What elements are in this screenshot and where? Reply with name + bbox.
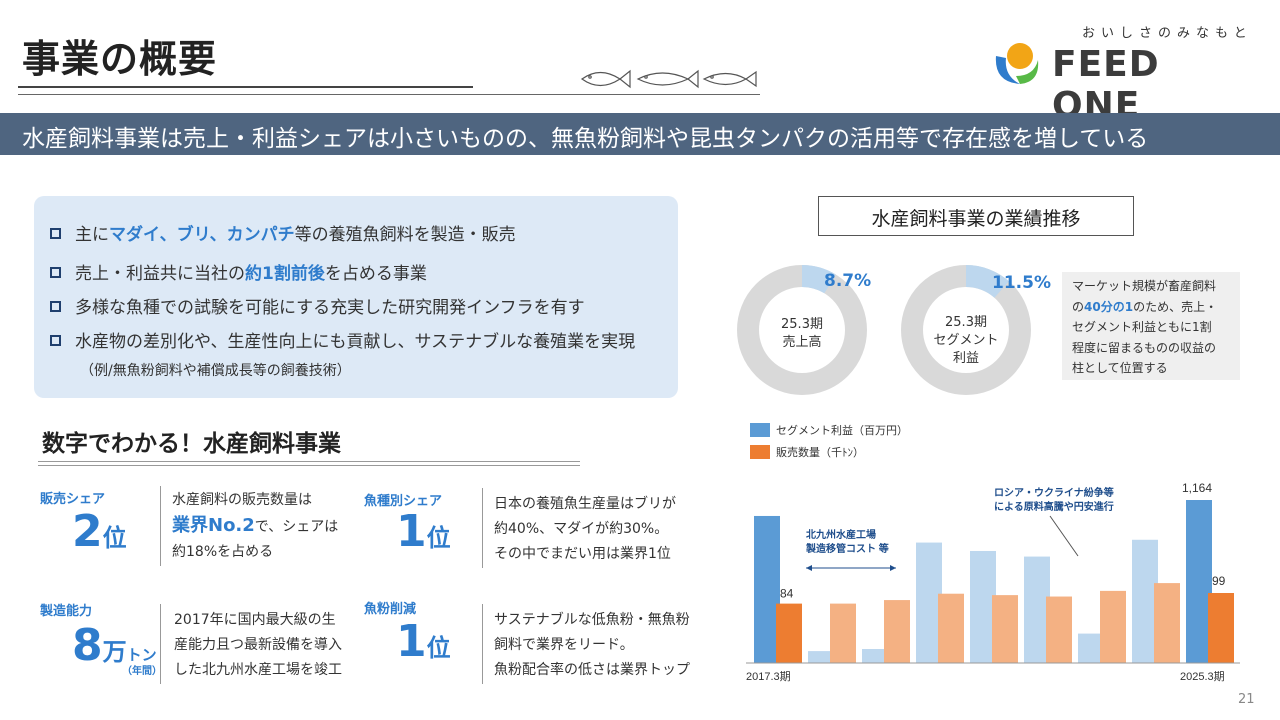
share-donuts	[737, 265, 1031, 395]
donut-sales-share	[801, 265, 836, 294]
bar-quantity	[1100, 590, 1126, 663]
stat-divider	[160, 486, 161, 566]
donut-profit-label: 25.3期 セグメント 利益	[933, 315, 999, 366]
bar-profit	[808, 651, 834, 663]
section-divider	[38, 461, 580, 462]
performance-title: 水産飼料事業の業績推移	[871, 208, 1081, 230]
data-label-last-profit: 1,164	[1182, 481, 1212, 495]
legend-profit: セグメント利益（百万円）	[750, 422, 908, 438]
x-tick-label-first: 2017.3期	[746, 670, 791, 683]
legend-quantity: 販売数量（千ﾄﾝ）	[750, 444, 864, 460]
fish-icon	[580, 69, 757, 89]
banner-text: 水産飼料事業は売上・利益シェアは小さいものの、無魚粉飼料や昆虫タンパクの活用等で…	[22, 126, 1149, 152]
stat-description: 水産飼料の販売数量は 業界No.2で、シェアは 約18%を占める	[172, 492, 339, 560]
title-underline-thin	[18, 94, 760, 95]
checkbox-square-icon	[50, 267, 61, 278]
market-note: マーケット規模が畜産飼料 の40分の1のため、売上・ セグメント利益ともに1割 程度に…	[1072, 279, 1218, 375]
annotation-pointer	[1049, 515, 1079, 557]
bar-quantity	[884, 600, 910, 663]
stat-description: 日本の養殖魚生産量はブリが 約40%、マダイが約30%。 その中でまだい用は業界1位	[494, 496, 676, 562]
donut-profit-share	[965, 265, 1009, 299]
point-item: 多様な魚種での試験を可能にする充実した研究開発インフラを有す	[50, 293, 585, 318]
section-divider	[38, 465, 580, 466]
checkbox-square-icon	[50, 301, 61, 312]
stat-unit-note: （年間）	[122, 666, 162, 677]
stat-label: 魚種別シェア	[364, 494, 443, 509]
donut-sales-pct: 8.7%	[824, 271, 872, 291]
performance-bar-chart: 2017.3期 2025.3期 84 1,164 99 北九州水産工場 製造移管…	[746, 481, 1240, 683]
bar-profit	[916, 542, 942, 663]
legend-swatch	[750, 445, 770, 459]
stat-value: 2位	[72, 506, 127, 557]
data-label-first-quantity: 84	[780, 587, 794, 601]
bar-quantity	[1046, 596, 1072, 663]
bar-quantity	[1208, 593, 1234, 663]
logo-name: FEED ONE	[1052, 44, 1160, 126]
logo-tagline: おいしさのみなもと	[1082, 26, 1253, 41]
bar-profit	[754, 515, 780, 663]
bar-profit	[1132, 539, 1158, 663]
stat-value: 8万トン	[72, 620, 157, 671]
bar-quantity	[938, 593, 964, 663]
annotation-kitakyushu: 製造移管コスト 等	[805, 542, 889, 555]
annotation-russia: による原料高騰や円安進行	[994, 500, 1114, 513]
annotation-russia: ロシア・ウクライナ紛争等	[994, 486, 1114, 499]
bar-quantity	[776, 603, 802, 663]
bar-quantity	[992, 595, 1018, 663]
point-item: 主にマダイ、ブリ、カンパチ等の養殖魚飼料を製造・販売	[50, 220, 516, 245]
point-item: 売上・利益共に当社の約1割前後を占める事業	[50, 259, 427, 284]
key-points-box: 主にマダイ、ブリ、カンパチ等の養殖魚飼料を製造・販売 売上・利益共に当社の約1割…	[34, 196, 678, 398]
page-title: 事業の概要	[22, 37, 218, 81]
stat-description: サステナブルな低魚粉・無魚粉 飼料で業界をリード。 魚粉配合率の低さは業界トップ	[494, 612, 690, 678]
headline-banner: 水産飼料事業は売上・利益シェアは小さいものの、無魚粉飼料や昆虫タンパクの活用等で…	[0, 113, 1280, 155]
bar-quantity	[1154, 583, 1180, 663]
donut-sales-label: 25.3期 売上高	[781, 317, 823, 350]
bar-profit	[1024, 556, 1050, 663]
checkbox-square-icon	[50, 228, 61, 239]
bar-profit	[1186, 500, 1212, 663]
bar-profit	[1078, 633, 1104, 663]
donut-profit-pct: 11.5%	[992, 273, 1051, 293]
bar-profit	[970, 550, 996, 663]
stat-label: 製造能力	[40, 604, 93, 619]
legend-swatch	[750, 423, 770, 437]
market-note-box: マーケット規模が畜産飼料 の40分の1のため、売上・ セグメント利益ともに1割 程度に…	[1062, 272, 1240, 380]
bar-quantity	[830, 603, 856, 663]
point-item: 水産物の差別化や、生産性向上にも貢献し、サステナブルな養殖業を実現	[50, 327, 635, 352]
feed-one-logo: おいしさのみなもと FEED ONE	[990, 20, 1260, 126]
stat-value: 1位	[396, 506, 451, 557]
data-label-last-quantity: 99	[1212, 574, 1226, 588]
numbers-section-title: 数字でわかる！水産飼料事業	[42, 431, 341, 457]
stat-divider	[482, 604, 483, 684]
title-underline	[18, 86, 473, 88]
stat-divider	[482, 488, 483, 568]
stat-description: 2017年に国内最大級の生 産能力且つ最新設備を導入 した北九州水産工場を竣工	[174, 612, 342, 678]
x-tick-label-last: 2025.3期	[1180, 670, 1225, 683]
point-subnote: （例/無魚粉飼料や補償成長等の飼養技術）	[80, 363, 351, 379]
performance-title-box: 水産飼料事業の業績推移	[818, 196, 1134, 236]
page-number: 21	[1238, 692, 1255, 707]
stat-divider	[160, 604, 161, 684]
logo-mark-icon	[995, 43, 1039, 84]
stat-value: 1位	[396, 616, 451, 667]
checkbox-square-icon	[50, 335, 61, 346]
bar-profit	[862, 648, 888, 663]
stat-label: 魚粉削減	[364, 602, 417, 617]
annotation-kitakyushu: 北九州水産工場	[806, 528, 876, 541]
stat-label: 販売シェア	[40, 492, 106, 507]
